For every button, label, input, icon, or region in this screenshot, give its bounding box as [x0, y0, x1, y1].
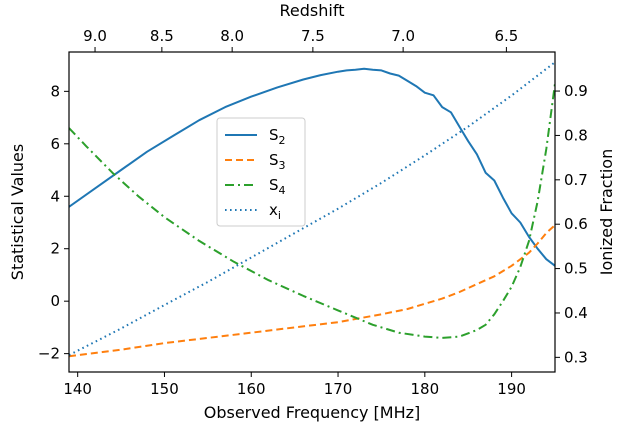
x-tick-label: 170	[324, 380, 353, 398]
top-tick-label: 8.0	[220, 27, 244, 45]
x-tick-label: 140	[63, 380, 92, 398]
y-left-tick-label: 2	[50, 240, 60, 258]
legend-label: xi	[269, 201, 281, 222]
series-line-s2	[69, 67, 555, 267]
y-left-tick-label: 8	[50, 82, 60, 100]
y-right-tick-label: 0.5	[564, 260, 588, 278]
legend-label: S4	[269, 176, 286, 197]
legend: S2 S3 S4 xi	[216, 117, 306, 227]
y-left-tick-label: 4	[50, 187, 60, 205]
series-line-s4	[69, 83, 555, 339]
top-tick-label: 7.0	[391, 27, 415, 45]
top-tick-label: 9.0	[83, 27, 107, 45]
top-tick-label: 8.5	[150, 27, 174, 45]
y-right-tick-label: 0.8	[564, 126, 588, 144]
y-right-tick-label: 0.4	[564, 304, 588, 322]
top-tick-label: 6.5	[494, 27, 518, 45]
ticks: 140 150 160 170 180 190 9.0 8.5 8.0 7.5 7.0 6.5 −2 0 2…	[38, 27, 588, 398]
legend-label: S3	[269, 151, 286, 172]
y-right-tick-label: 0.6	[564, 215, 588, 233]
legend-box	[216, 117, 306, 227]
plot-frame	[68, 51, 556, 373]
plot-lines	[69, 61, 555, 358]
top-tick-label: 7.5	[301, 27, 325, 45]
x-axis-title: Observed Frequency [MHz]	[204, 403, 421, 422]
x-tick-label: 160	[237, 380, 266, 398]
y-left-tick-label: −2	[38, 345, 60, 363]
x-tick-label: 190	[497, 380, 526, 398]
right-axis-title: Ionized Fraction	[597, 149, 616, 275]
x-tick-label: 150	[150, 380, 179, 398]
y-right-tick-label: 0.7	[564, 171, 588, 189]
y-left-tick-label: 0	[50, 292, 60, 310]
series-line-s3	[69, 224, 555, 358]
x-tick-label: 180	[411, 380, 440, 398]
left-axis-title: Statistical Values	[8, 144, 27, 280]
y-right-tick-label: 0.3	[564, 348, 588, 366]
y-right-tick-label: 0.9	[564, 82, 588, 100]
series-line-xi	[69, 61, 555, 356]
y-left-tick-label: 6	[50, 135, 60, 153]
top-axis-title: Redshift	[280, 1, 345, 20]
legend-label: S2	[269, 126, 286, 147]
